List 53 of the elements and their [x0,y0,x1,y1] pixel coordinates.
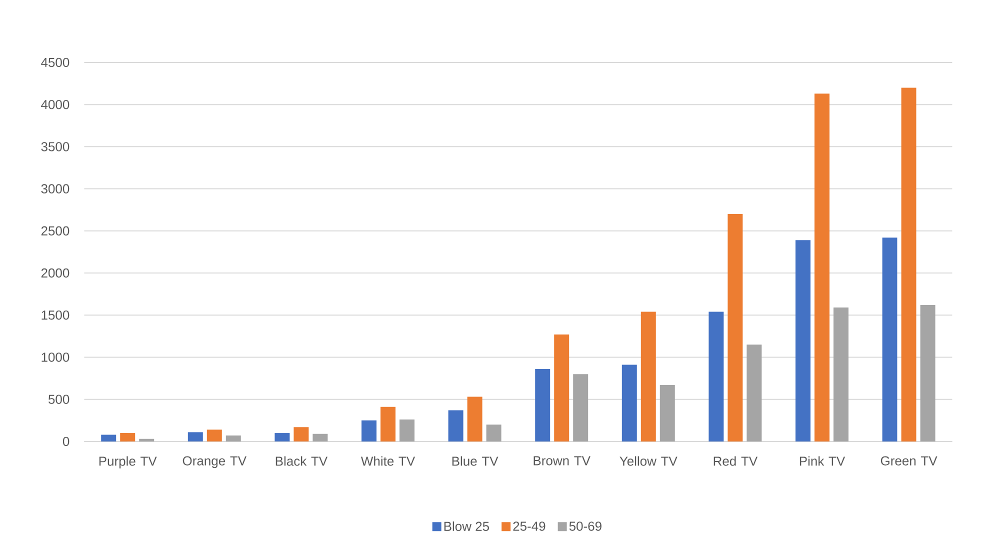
legend-label: 25-49 [513,522,546,531]
bar [728,214,743,442]
bar [640,312,656,442]
y-tick-label: 2000 [41,268,70,278]
bar [206,430,222,442]
bar [274,433,290,442]
bar [746,344,762,442]
legend-label: 50-69 [569,522,602,531]
x-tick-label: Orange TV [182,456,246,468]
x-tick-label: Blue TV [452,456,498,466]
bar [486,424,502,442]
x-tick-label: Red TV [714,456,758,466]
bar [139,438,154,442]
bar [120,433,136,442]
bar [448,410,464,442]
bar [101,434,116,442]
y-tick-label: 3000 [41,184,70,194]
bar [833,308,848,442]
y-tick-label: 2500 [41,226,70,236]
y-tick-label: 1000 [42,352,70,362]
bar [362,420,376,442]
bar [660,385,675,442]
x-tick-label: Yellow TV [620,456,678,466]
bar [554,334,570,442]
bar [380,406,396,442]
x-tick-label: Black TV [276,456,328,466]
x-tick-label: Pink TV [800,456,846,466]
bar [467,396,482,442]
bar [882,238,898,442]
bar [312,434,328,442]
x-tick-label: White TV [360,456,416,466]
bar [226,436,241,442]
legend-label: Blow 25 [444,521,490,531]
x-tick-label: Purple TV [99,456,157,468]
bar [920,305,936,442]
x-tick-label: Brown TV [534,456,590,466]
y-tick-label: 3500 [41,142,70,152]
bar [188,432,203,442]
bar [400,420,414,442]
bar [622,364,637,442]
bar [294,427,309,442]
y-tick-label: 4500 [41,58,70,68]
bar [795,240,810,442]
y-tick-label: 500 [48,394,70,404]
y-tick-label: 0 [62,436,70,446]
bar [573,374,588,442]
bar [814,94,830,442]
y-tick-label: 1500 [42,310,70,320]
x-tick-label: Green TV [880,456,938,466]
bar [708,312,724,442]
y-tick-label: 4000 [41,100,70,110]
bar [901,88,916,442]
bar [535,369,550,442]
